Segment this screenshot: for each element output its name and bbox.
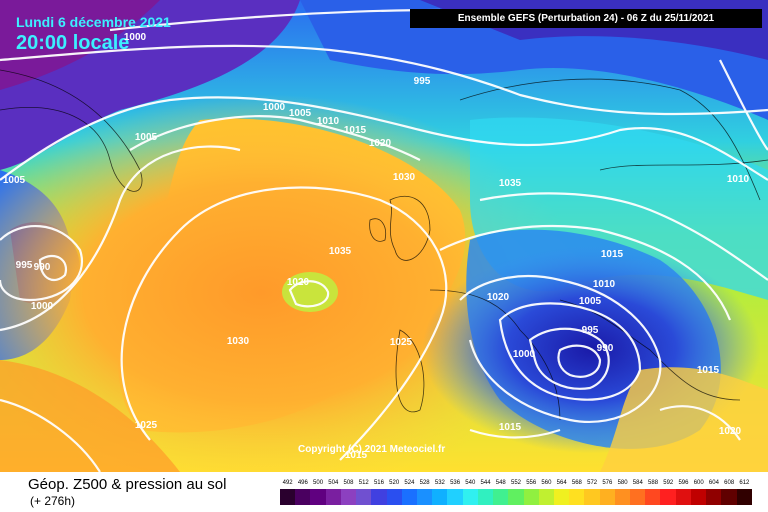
scale-swatch [614,489,631,505]
scale-tick-label: 516 [373,480,384,486]
scale-swatch [462,489,478,505]
scale-tick-label: 560 [541,480,552,486]
scale-tick-label: 500 [313,480,324,486]
scale-swatch [325,489,341,505]
legend-subtitle: (+ 276h) [30,494,76,508]
scale-tick-label: 552 [510,480,522,486]
scale-tick-label: 496 [297,480,308,486]
scale-tick-label: 556 [526,480,537,486]
scale-tick-label: 608 [724,480,735,486]
scale-tick-label: 572 [587,480,598,486]
scale-swatch [584,489,600,505]
scale-tick-label: 580 [617,480,628,486]
scale-swatch [675,489,691,505]
scale-tick-label: 536 [450,480,461,486]
scale-swatch [340,489,357,505]
scale-swatch [295,489,311,505]
scale-swatch [599,489,615,505]
scale-tick-label: 604 [708,480,719,486]
scale-tick-label: 508 [343,480,354,486]
scale-swatch [310,489,326,505]
weather-map [0,0,768,472]
scale-tick-label: 504 [328,480,339,486]
forecast-time: 20:00 locale [16,32,130,54]
scale-tick-label: 540 [465,480,476,486]
legend-footer: Géop. Z500 & pression au sol (+ 276h) 49… [0,472,768,512]
scale-tick-label: 520 [389,480,400,486]
scale-swatch [706,489,722,505]
scale-swatch [493,489,509,505]
forecast-date: Lundi 6 décembre 2021 [16,14,171,30]
scale-labels: 492 496 500 504 508 512 516 520 524 528 532 536 540 5… [280,480,752,488]
scale-tick-label: 524 [404,480,415,486]
legend-title: Géop. Z500 & pression au sol [28,476,227,493]
scale-swatch [447,489,463,505]
scale-swatch [416,489,433,505]
scale-swatch [645,489,661,505]
scale-tick-label: 576 [602,480,613,486]
scale-swatch [660,489,676,505]
color-scale [280,489,752,505]
scale-tick-label: 592 [663,480,674,486]
scale-tick-label: 600 [693,480,704,486]
scale-swatch [736,489,752,505]
scale-tick-label: 528 [419,480,430,486]
scale-swatch [569,489,585,505]
scale-swatch [356,489,372,505]
scale-swatch [371,489,387,505]
copyright-notice: Copyright (C) 2021 Meteociel.fr [298,444,446,455]
scale-swatch [432,489,448,505]
scale-tick-label: 596 [678,480,689,486]
scale-tick-label: 544 [480,480,491,486]
scale-tick-label: 512 [358,480,369,486]
scale-swatch [538,489,554,505]
scale-swatch [386,489,402,505]
scale-tick-label: 612 [739,480,750,486]
scale-swatch [721,489,737,505]
run-info: Ensemble GEFS (Perturbation 24) - 06 Z d… [410,9,762,28]
scale-tick-label: 532 [434,480,445,486]
scale-tick-label: 548 [495,480,506,486]
scale-swatch [523,489,539,505]
scale-tick-label: 584 [632,480,643,486]
scale-swatch [280,489,296,505]
scale-tick-label: 564 [556,480,567,486]
scale-tick-label: 492 [282,480,293,486]
scale-swatch [477,489,494,505]
scale-swatch [401,489,417,505]
scale-swatch [630,489,646,505]
scale-tick-label: 588 [648,480,659,486]
scale-swatch [553,489,570,505]
scale-swatch [508,489,524,505]
scale-swatch [690,489,707,505]
scale-tick-label: 568 [571,480,582,486]
